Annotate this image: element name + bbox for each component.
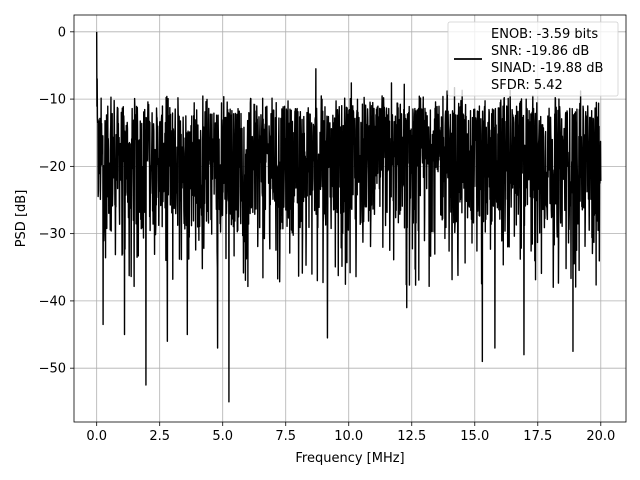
plot-frame xyxy=(73,14,627,423)
x-tick-label: 20.0 xyxy=(586,429,615,444)
legend-box xyxy=(447,21,619,97)
x-axis-label: Frequency [MHz] xyxy=(295,451,404,466)
x-tick-label: 12.5 xyxy=(397,429,426,444)
legend-line-snr: SNR: -19.86 dB xyxy=(491,44,589,59)
x-tick-label: 0.0 xyxy=(86,429,107,444)
x-axis-ticks: 0.0 2.5 5.0 7.5 10.0 12.5 15.0 17.5 20.0 xyxy=(86,422,615,444)
y-tick-label: 0 xyxy=(58,25,66,40)
psd-series-layer xyxy=(95,31,602,403)
x-tick-label: 10.0 xyxy=(334,429,363,444)
y-tick-label: −40 xyxy=(39,294,66,309)
legend-line-sinad: SINAD: -19.88 dB xyxy=(491,61,603,76)
x-tick-label: 15.0 xyxy=(460,429,489,444)
x-tick-label: 17.5 xyxy=(523,429,552,444)
legend-line-enob: ENOB: -3.59 bits xyxy=(491,27,598,42)
y-tick-label: −30 xyxy=(39,227,66,242)
y-tick-label: −20 xyxy=(39,160,66,175)
y-tick-label: −10 xyxy=(39,93,66,108)
y-axis-label: PSD [dB] xyxy=(14,190,29,248)
x-tick-label: 7.5 xyxy=(275,429,296,444)
legend: ENOB: -3.59 bits SNR: -19.86 dB SINAD: -… xyxy=(447,21,619,97)
y-tick-label: −50 xyxy=(39,362,66,377)
legend-line-sfdr: SFDR: 5.42 xyxy=(491,78,563,93)
x-tick-label: 2.5 xyxy=(149,429,170,444)
y-axis-ticks: 0 −10 −20 −30 −40 −50 xyxy=(39,25,74,377)
psd-series-line xyxy=(95,31,602,403)
x-tick-label: 5.0 xyxy=(212,429,233,444)
